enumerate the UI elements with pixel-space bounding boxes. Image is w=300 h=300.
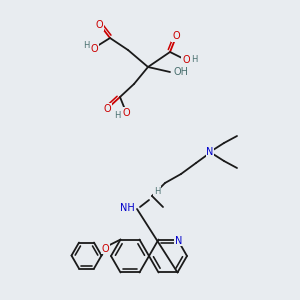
Text: O: O: [122, 108, 130, 118]
Text: H: H: [191, 55, 197, 64]
Text: OH: OH: [174, 67, 189, 77]
Text: H: H: [114, 110, 120, 119]
Text: O: O: [102, 244, 109, 254]
Text: O: O: [103, 104, 111, 114]
Text: H: H: [154, 187, 160, 196]
Text: N: N: [206, 147, 214, 157]
Text: O: O: [90, 44, 98, 54]
Text: NH: NH: [120, 203, 135, 213]
Text: O: O: [172, 31, 180, 41]
Text: N: N: [175, 236, 182, 245]
Text: O: O: [95, 20, 103, 30]
Text: H: H: [83, 41, 89, 50]
Text: O: O: [182, 55, 190, 65]
